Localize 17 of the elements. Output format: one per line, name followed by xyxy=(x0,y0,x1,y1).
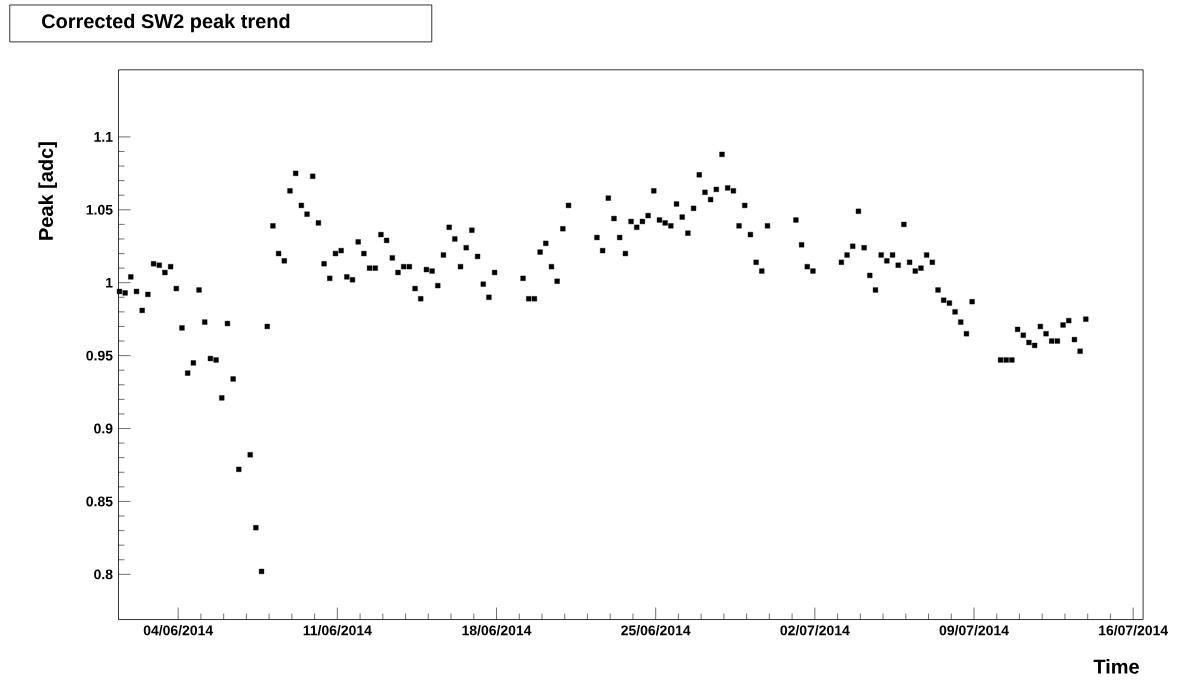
x-tick-label: 11/06/2014 xyxy=(303,624,372,636)
y-tick-label: 1.05 xyxy=(86,204,113,215)
x-tick-label: 04/06/2014 xyxy=(143,624,214,636)
y-tick-label: 0.8 xyxy=(94,569,113,580)
y-tick-label: 1 xyxy=(106,277,113,288)
x-tick-label: 02/07/2014 xyxy=(780,624,850,636)
x-tick-label: 16/07/2014 xyxy=(1099,624,1169,636)
y-axis-title: Peak [adc] xyxy=(38,142,57,240)
x-tick-label: 18/06/2014 xyxy=(462,624,532,636)
x-tick-label: 25/06/2014 xyxy=(621,624,691,636)
x-axis-title: Time xyxy=(1093,658,1139,674)
y-tick-label: 1.1 xyxy=(94,131,113,142)
y-tick-label: 0.95 xyxy=(86,350,113,361)
y-tick-label: 0.85 xyxy=(86,496,113,507)
y-tick-label: 0.9 xyxy=(94,423,113,434)
x-tick-label: 09/07/2014 xyxy=(939,624,1009,636)
chart-title: Corrected SW2 peak trend xyxy=(42,13,290,33)
